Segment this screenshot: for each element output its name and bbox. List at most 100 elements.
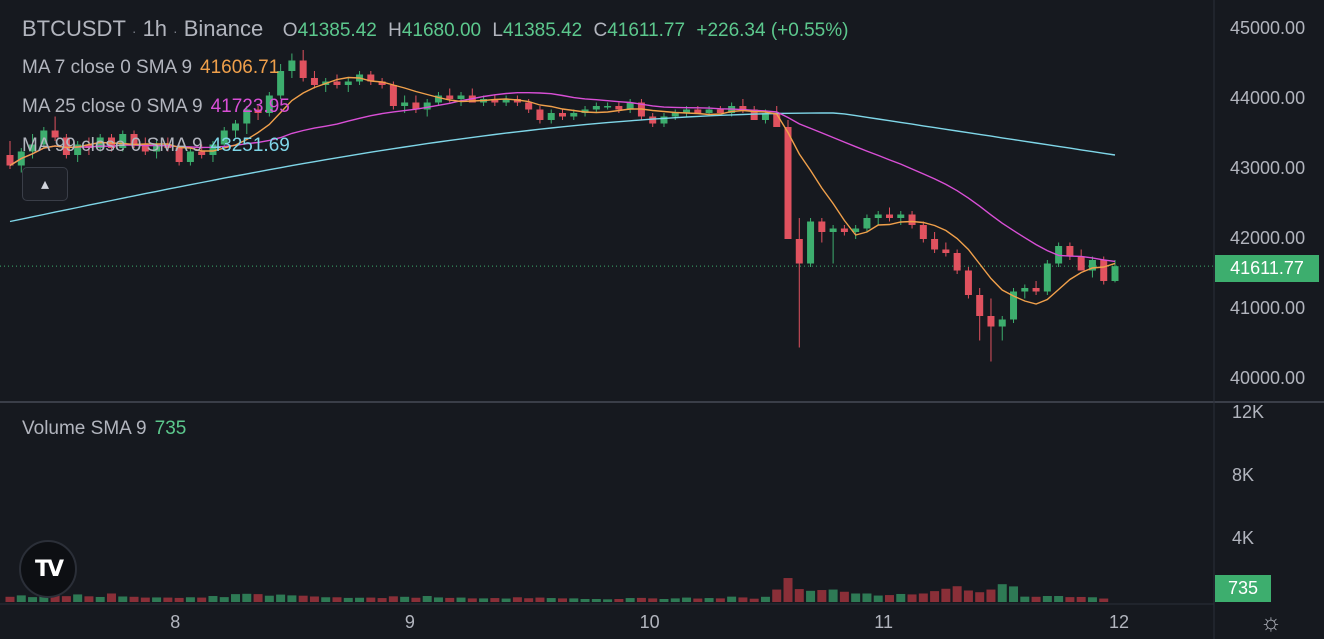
candle-body[interactable] — [829, 228, 837, 233]
candle-body[interactable] — [310, 78, 318, 85]
candle-body[interactable] — [964, 270, 972, 296]
candle-body[interactable] — [1111, 266, 1119, 281]
candle-body[interactable] — [119, 134, 127, 148]
candle-body[interactable] — [1032, 288, 1040, 292]
candle-body[interactable] — [852, 228, 860, 233]
candle-body[interactable] — [423, 102, 431, 110]
candle-body[interactable] — [378, 81, 386, 86]
candle-body[interactable] — [581, 109, 589, 114]
gear-icon[interactable]: ☼ — [1260, 609, 1282, 636]
candle-body[interactable] — [40, 130, 48, 145]
candle-body[interactable] — [367, 74, 375, 82]
candle-body[interactable] — [942, 249, 950, 254]
candle-body[interactable] — [818, 221, 826, 233]
candle-body[interactable] — [660, 116, 668, 124]
candle-body[interactable] — [243, 109, 251, 124]
candle-body[interactable] — [976, 295, 984, 316]
candle-body[interactable] — [130, 134, 138, 145]
candle-body[interactable] — [863, 218, 871, 229]
candle-body[interactable] — [265, 95, 273, 114]
candle-body[interactable] — [807, 221, 815, 264]
candle-body[interactable] — [885, 214, 893, 219]
candle-body[interactable] — [739, 106, 747, 110]
candle-body[interactable] — [773, 113, 781, 127]
candle-body[interactable] — [1010, 291, 1018, 320]
candle-body[interactable] — [502, 99, 510, 103]
candle-body[interactable] — [559, 113, 566, 117]
candle-body[interactable] — [1021, 288, 1029, 292]
ma99-legend[interactable]: MA 99 close 0 SMA 9 43251.69 — [22, 135, 290, 156]
candle-body[interactable] — [1100, 260, 1108, 281]
candle-body[interactable] — [457, 95, 465, 100]
candle-body[interactable] — [604, 106, 612, 108]
candle-body[interactable] — [998, 319, 1006, 327]
candle-body[interactable] — [209, 144, 217, 156]
ma7-line[interactable] — [9, 76, 1116, 305]
candle-body[interactable] — [795, 239, 803, 264]
ma99-line[interactable] — [9, 112, 1116, 223]
candle-body[interactable] — [897, 214, 905, 219]
candle-body[interactable] — [85, 144, 93, 149]
candle-body[interactable] — [220, 130, 228, 145]
candle-body[interactable] — [784, 127, 792, 239]
candle-body[interactable] — [716, 109, 724, 114]
candle-body[interactable] — [153, 144, 161, 152]
candle-body[interactable] — [344, 81, 352, 86]
candle-body[interactable] — [74, 144, 82, 156]
candle-body[interactable] — [761, 113, 769, 120]
candle-body[interactable] — [491, 99, 499, 103]
candle-body[interactable] — [389, 85, 397, 106]
candle-body[interactable] — [333, 81, 341, 86]
candle-body[interactable] — [62, 137, 70, 156]
candle-body[interactable] — [694, 109, 702, 114]
candle-body[interactable] — [141, 144, 149, 152]
candle-body[interactable] — [186, 151, 194, 163]
candle-body[interactable] — [434, 95, 442, 103]
candle-body[interactable] — [6, 155, 14, 166]
candle-body[interactable] — [29, 144, 37, 152]
candle-body[interactable] — [1088, 260, 1096, 271]
candle-body[interactable] — [1077, 256, 1085, 271]
candle-body[interactable] — [175, 148, 183, 162]
candle-body[interactable] — [626, 102, 634, 110]
ma7-legend[interactable]: MA 7 close 0 SMA 9 41606.71 — [22, 57, 280, 78]
ma25-legend[interactable]: MA 25 close 0 SMA 9 41723.95 — [22, 96, 290, 117]
candle-body[interactable] — [525, 102, 533, 110]
candle-body[interactable] — [615, 106, 623, 110]
candle-body[interactable] — [232, 123, 240, 131]
candle-body[interactable] — [671, 113, 679, 117]
candle-body[interactable] — [288, 60, 296, 72]
candle-body[interactable] — [547, 113, 555, 120]
candle-body[interactable] — [931, 239, 939, 250]
candle-body[interactable] — [987, 316, 995, 327]
candle-body[interactable] — [570, 113, 578, 117]
candle-body[interactable] — [446, 95, 454, 100]
volume-legend[interactable]: Volume SMA 9 735 — [22, 418, 187, 439]
candle-body[interactable] — [254, 109, 262, 114]
candle-body[interactable] — [705, 109, 713, 114]
tradingview-logo[interactable]: TV — [19, 540, 77, 598]
candle-body[interactable] — [401, 102, 409, 107]
candle-body[interactable] — [953, 253, 961, 271]
candle-body[interactable] — [908, 214, 916, 226]
ma25-line[interactable] — [9, 92, 1116, 263]
candle-body[interactable] — [277, 71, 285, 96]
candle-body[interactable] — [299, 60, 307, 79]
candle-body[interactable] — [919, 225, 927, 239]
candle-body[interactable] — [874, 214, 882, 219]
candle-body[interactable] — [513, 99, 521, 103]
candle-body[interactable] — [649, 116, 657, 124]
candle-body[interactable] — [592, 106, 600, 110]
candle-body[interactable] — [840, 228, 848, 233]
candle-body[interactable] — [412, 102, 420, 110]
candle-body[interactable] — [683, 109, 691, 114]
candle-body[interactable] — [51, 130, 59, 138]
candle-body[interactable] — [536, 109, 544, 121]
candle-body[interactable] — [198, 151, 206, 156]
collapse-legend-button[interactable]: ▴ — [22, 167, 68, 201]
candle-body[interactable] — [1043, 263, 1051, 292]
candle-body[interactable] — [1066, 246, 1074, 257]
symbol-label[interactable]: BTCUSDT — [22, 16, 126, 41]
interval-label[interactable]: 1h — [142, 16, 168, 41]
